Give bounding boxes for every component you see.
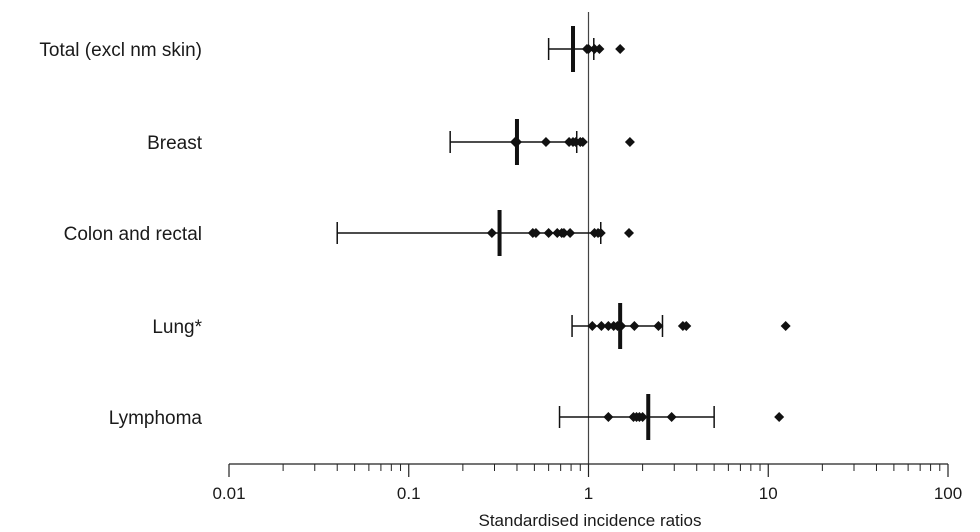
- x-axis-title: Standardised incidence ratios: [478, 511, 701, 530]
- data-point: [583, 44, 594, 54]
- data-point: [780, 321, 791, 331]
- tick-label: 0.01: [212, 484, 245, 503]
- data-point: [587, 321, 598, 331]
- category-label: Colon and rectal: [64, 224, 202, 245]
- x-axis: 0.01 0.1 1 10 100: [212, 463, 962, 503]
- data-point: [624, 137, 635, 147]
- data-point: [653, 321, 664, 331]
- tick-label: 0.1: [397, 484, 421, 503]
- data-point: [511, 137, 522, 147]
- data-point: [543, 228, 554, 238]
- data-point: [623, 228, 634, 238]
- data-point: [681, 321, 692, 331]
- data-point: [615, 44, 626, 54]
- data-point: [565, 228, 576, 238]
- data-point: [616, 321, 627, 331]
- confidence-intervals: [336, 38, 715, 428]
- data-point: [577, 137, 588, 147]
- data-point: [637, 412, 648, 422]
- category-labels: Total (excl nm skin) Breast Colon and rect…: [39, 40, 202, 429]
- data-point: [774, 412, 785, 422]
- data-point: [629, 321, 640, 331]
- data-point: [595, 228, 606, 238]
- category-label: Lung*: [152, 317, 202, 338]
- data-point: [486, 228, 497, 238]
- data-point: [603, 412, 614, 422]
- data-point: [603, 321, 614, 331]
- data-point: [594, 44, 605, 54]
- data-point: [540, 137, 551, 147]
- tick-label: 1: [584, 484, 593, 503]
- data-point: [530, 228, 541, 238]
- category-label: Breast: [147, 133, 203, 154]
- category-label: Lymphoma: [109, 408, 203, 429]
- tick-label: 10: [759, 484, 778, 503]
- study-points: [486, 44, 791, 422]
- tick-label: 100: [934, 484, 962, 503]
- data-point: [596, 321, 607, 331]
- category-label: Total (excl nm skin): [39, 40, 202, 61]
- data-point: [558, 228, 569, 238]
- data-point: [666, 412, 677, 422]
